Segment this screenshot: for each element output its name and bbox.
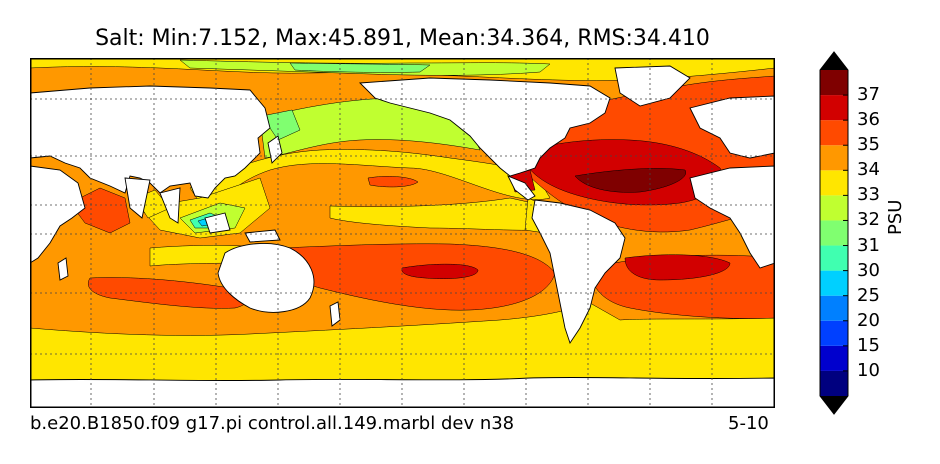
colorbar-tick-label: 31 bbox=[857, 234, 880, 256]
north-america-land bbox=[358, 77, 611, 177]
colorbar-swatch bbox=[820, 295, 848, 321]
europe-land bbox=[689, 95, 775, 159]
colorbar bbox=[819, 51, 849, 415]
colorbar-tick-label: 10 bbox=[857, 359, 880, 381]
colorbar-tick-label: 32 bbox=[857, 209, 880, 231]
years-label: 5-10 bbox=[728, 413, 769, 434]
new-guinea-land bbox=[244, 229, 281, 243]
africa-west-land bbox=[30, 165, 86, 264]
colorbar-swatch bbox=[820, 70, 848, 96]
colorbar-swatch bbox=[820, 170, 848, 196]
colorbar-swatch bbox=[820, 245, 848, 271]
land-masses bbox=[30, 65, 775, 408]
south-pacific-core-36 bbox=[401, 263, 479, 279]
colorbar-unit-label: PSU bbox=[885, 199, 906, 235]
graticule bbox=[30, 58, 775, 408]
colorbar-extend-min bbox=[820, 396, 848, 414]
antarctica-land bbox=[30, 376, 775, 408]
south-america-land bbox=[531, 199, 626, 345]
salinity-map bbox=[30, 58, 775, 408]
colorbar-tick-label: 34 bbox=[857, 159, 880, 181]
colorbar-swatch bbox=[820, 95, 848, 121]
north-pacific-band-33 bbox=[189, 149, 551, 219]
colorbar-tick-label: 20 bbox=[857, 309, 880, 331]
case-name-label: b.e20.B1850.f09 g17.pi control.all.149.m… bbox=[30, 413, 515, 434]
map-title: Salt: Min:7.152, Max:45.891, Mean:34.364… bbox=[95, 26, 710, 51]
colorbar-tick-label: 33 bbox=[857, 184, 880, 206]
colorbar-swatch bbox=[820, 370, 848, 396]
north-pacific-high-35 bbox=[367, 176, 419, 188]
greenland-land bbox=[614, 65, 691, 107]
colorbar-swatch bbox=[820, 345, 848, 371]
okhotsk-band-31 bbox=[261, 109, 301, 141]
colorbar-tick-label: 36 bbox=[857, 109, 880, 131]
colorbar-swatch bbox=[820, 195, 848, 221]
australia-land bbox=[217, 243, 315, 313]
south-atlantic-core-36 bbox=[624, 254, 731, 281]
map-frame bbox=[30, 58, 775, 408]
colorbar-tick-label: 25 bbox=[857, 284, 880, 306]
colorbar-swatch bbox=[820, 120, 848, 146]
south-indian-high-35 bbox=[87, 277, 248, 309]
colorbar-tick-label: 30 bbox=[857, 259, 880, 281]
eurasia-land bbox=[30, 85, 271, 199]
colorbar-swatch bbox=[820, 145, 848, 171]
colorbar-extend-max bbox=[820, 52, 848, 70]
madagascar-land bbox=[57, 257, 69, 281]
arabian-sea-high-35 bbox=[69, 187, 131, 234]
se-asia-land bbox=[159, 187, 181, 224]
india-land bbox=[124, 177, 151, 219]
borneo-land bbox=[204, 212, 231, 234]
colorbar-tick-label: 15 bbox=[857, 334, 880, 356]
salinity-map-plot bbox=[30, 58, 775, 408]
colorbar-tick-label: 37 bbox=[857, 84, 880, 106]
north-atlantic-max-37 bbox=[574, 168, 686, 193]
colorbar-tick-label: 35 bbox=[857, 134, 880, 156]
central-america-land bbox=[507, 175, 536, 201]
colorbar-swatch bbox=[820, 320, 848, 346]
colorbar-frame bbox=[819, 51, 849, 415]
colorbar-swatch bbox=[820, 220, 848, 246]
colorbar-swatch bbox=[820, 270, 848, 296]
